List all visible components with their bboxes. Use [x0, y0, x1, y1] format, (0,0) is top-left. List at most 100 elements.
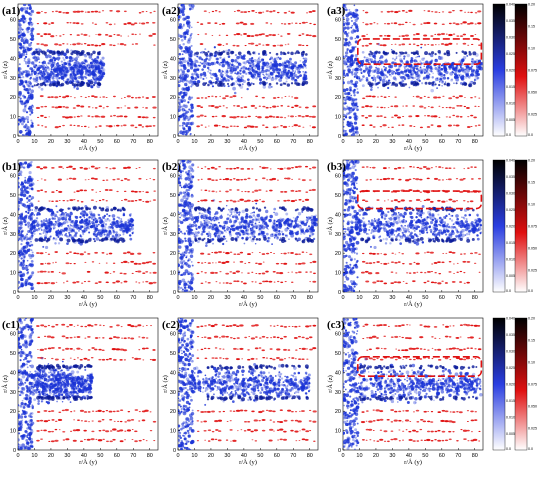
y-tick-label: 40 [10, 56, 16, 62]
y-tick-label: 40 [170, 56, 176, 62]
y-tick-label: 10 [335, 429, 341, 435]
y-tick-label: 30 [335, 232, 341, 238]
x-tick-label: 0 [16, 295, 19, 301]
x-tick-label: 10 [356, 295, 362, 301]
y-tick-label: 40 [335, 56, 341, 62]
colorbar-tick-label: 0.040 [506, 317, 515, 321]
x-tick-label: 20 [48, 453, 54, 459]
y-tick-label: 10 [10, 115, 16, 121]
highlight-box [357, 356, 483, 378]
y-tick-label: 50 [170, 351, 176, 357]
colorbar-tick-label: 0.025 [506, 366, 515, 370]
x-tick-label: 30 [224, 453, 230, 459]
y-tick-label: 0 [338, 134, 341, 140]
colorbar-tick-label: 0.015 [506, 399, 515, 403]
y-tick-label: 10 [170, 271, 176, 277]
y-tick-label: 30 [170, 76, 176, 82]
y-tick-label: 30 [335, 390, 341, 396]
x-tick-label: 60 [114, 453, 120, 459]
x-tick-label: 20 [208, 295, 214, 301]
x-tick-label: 50 [422, 139, 428, 145]
colorbar-tick-label: 0.075 [528, 383, 537, 387]
panel-label: (b3) [327, 161, 346, 173]
colorbar-tick-label: 0.15 [528, 25, 535, 29]
colorbar-tick-label: 0.020 [506, 225, 515, 229]
colorbar-tick-label: 0.15 [528, 339, 535, 343]
x-tick-label: 20 [48, 295, 54, 301]
x-tick-label: 60 [274, 139, 280, 145]
x-tick-label: 80 [472, 453, 478, 459]
panel-c2: 0 10 20 30 40 50 60 70 80 0 10 20 30 40 50 60 r/Å (y) r/Å… [161, 317, 319, 466]
panel-label: (a3) [327, 5, 346, 17]
colorbar-tick-label: 0.010 [506, 102, 515, 106]
x-tick-label: 40 [81, 295, 87, 301]
y-tick-label: 40 [170, 370, 176, 376]
colorbar-tick-label: 0.10 [528, 47, 535, 51]
x-tick-label: 50 [97, 295, 103, 301]
y-tick-label: 20 [170, 95, 176, 101]
y-axis-label: r/Å (z) [326, 61, 334, 79]
x-tick-label: 10 [191, 139, 197, 145]
colorbar-tick-label: 0.0 [528, 133, 533, 137]
y-tick-label: 0 [338, 448, 341, 454]
y-tick-label: 0 [338, 290, 341, 296]
x-axis-label: r/Å (y) [404, 300, 422, 308]
x-tick-label: 70 [455, 453, 461, 459]
colorbar-tick-label: 0.0 [506, 133, 511, 137]
y-axis-label: r/Å (z) [1, 61, 9, 79]
y-tick-label: 20 [335, 95, 341, 101]
colorbar-tick-label: 0.035 [506, 175, 515, 179]
panel-a1: 0 10 20 30 40 50 60 70 80 0 10 20 30 40 50 60 r/Å (y) r/Å… [1, 3, 159, 152]
y-tick-label: 20 [170, 409, 176, 415]
colorbar-tick-label: 0.20 [528, 317, 535, 321]
x-tick-label: 80 [472, 295, 478, 301]
colorbar-tick-label: 0.050 [528, 247, 537, 251]
y-axis-label: r/Å (z) [161, 61, 169, 79]
x-tick-label: 70 [130, 139, 136, 145]
y-tick-label: 40 [335, 370, 341, 376]
y-tick-label: 0 [173, 448, 176, 454]
x-tick-label: 70 [455, 295, 461, 301]
y-axis-label: r/Å (z) [326, 375, 334, 393]
y-tick-label: 60 [335, 332, 341, 338]
colorbar-tick-label: 0.075 [528, 69, 537, 73]
x-tick-label: 80 [472, 139, 478, 145]
y-axis-label: r/Å (z) [161, 217, 169, 235]
y-axis-label: r/Å (z) [1, 375, 9, 393]
x-tick-label: 0 [176, 139, 179, 145]
y-tick-label: 40 [335, 212, 341, 218]
y-tick-label: 10 [10, 429, 16, 435]
x-tick-label: 20 [373, 453, 379, 459]
colorbar-tick-label: 0.030 [506, 192, 515, 196]
colorbar-tick-label: 0.025 [528, 427, 537, 431]
colorbar-tick-label: 0.0 [528, 289, 533, 293]
colorbar-tick-label: 0.10 [528, 361, 535, 365]
y-axis-label: r/Å (z) [1, 217, 9, 235]
y-tick-label: 60 [335, 18, 341, 24]
x-tick-label: 50 [257, 295, 263, 301]
x-axis-label: r/Å (y) [239, 300, 257, 308]
y-tick-label: 20 [335, 409, 341, 415]
x-tick-label: 30 [389, 453, 395, 459]
colorbar-tick-label: 0.0 [528, 447, 533, 451]
colorbar-tick-label: 0.010 [506, 258, 515, 262]
panel-label: (a1) [2, 5, 21, 17]
y-tick-label: 30 [170, 390, 176, 396]
x-tick-label: 80 [147, 453, 153, 459]
y-tick-label: 0 [173, 134, 176, 140]
colorbar-tick-label: 0.15 [528, 181, 535, 185]
y-tick-label: 30 [335, 76, 341, 82]
colorbar-tick-label: 0.050 [528, 405, 537, 409]
x-axis-label: r/Å (y) [404, 144, 422, 152]
x-tick-label: 60 [114, 295, 120, 301]
x-tick-label: 40 [81, 453, 87, 459]
colorbar-tick-label: 0.025 [506, 52, 515, 56]
y-tick-label: 50 [335, 351, 341, 357]
x-tick-label: 30 [224, 139, 230, 145]
colorbar-tick-label: 0.10 [528, 203, 535, 207]
y-tick-label: 10 [10, 271, 16, 277]
panel-label: (b1) [2, 161, 21, 173]
y-tick-label: 20 [10, 95, 16, 101]
x-tick-label: 60 [439, 139, 445, 145]
